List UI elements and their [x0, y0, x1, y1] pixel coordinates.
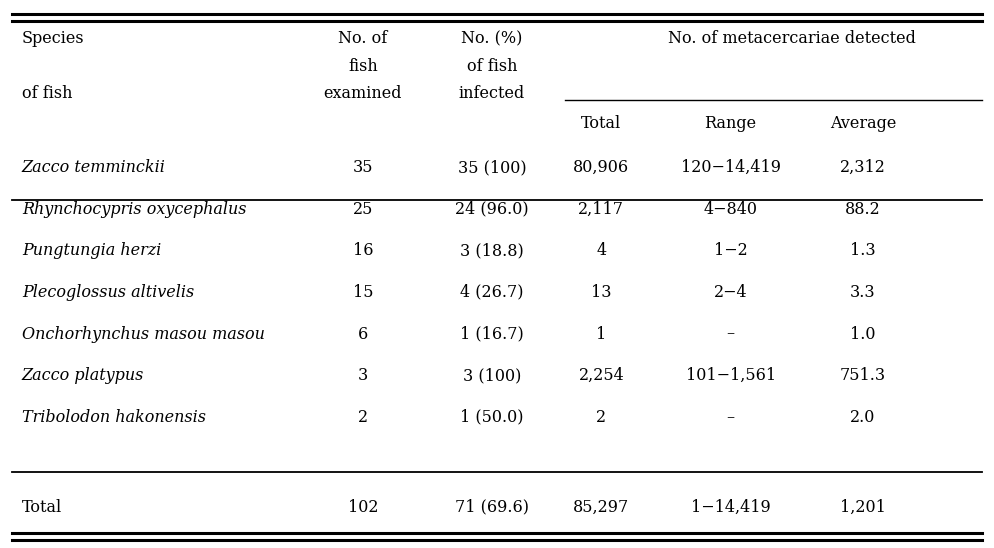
Text: 1,201: 1,201 [840, 499, 886, 516]
Text: 1.0: 1.0 [850, 326, 876, 342]
Text: Plecoglossus altivelis: Plecoglossus altivelis [22, 284, 194, 301]
Text: Onchorhynchus masou masou: Onchorhynchus masou masou [22, 326, 264, 342]
Text: Tribolodon hakonensis: Tribolodon hakonensis [22, 409, 206, 426]
Text: –: – [727, 409, 735, 426]
Text: Range: Range [705, 115, 756, 132]
Text: 3 (100): 3 (100) [463, 367, 521, 384]
Text: 35 (100): 35 (100) [457, 159, 527, 176]
Text: 6: 6 [358, 326, 368, 342]
Text: fish: fish [348, 58, 378, 75]
Text: 35: 35 [353, 159, 373, 176]
Text: 13: 13 [591, 284, 611, 301]
Text: 3: 3 [358, 367, 368, 384]
Text: 2,312: 2,312 [840, 159, 886, 176]
Text: of fish: of fish [467, 58, 517, 75]
Text: 2−4: 2−4 [714, 284, 747, 301]
Text: 2: 2 [596, 409, 606, 426]
Text: 3 (18.8): 3 (18.8) [460, 242, 524, 259]
Text: 4 (26.7): 4 (26.7) [460, 284, 524, 301]
Text: Average: Average [830, 115, 896, 132]
Text: 102: 102 [348, 499, 378, 516]
Text: 4: 4 [596, 242, 606, 259]
Text: 85,297: 85,297 [574, 499, 629, 516]
Text: Total: Total [22, 499, 62, 516]
Text: –: – [727, 326, 735, 342]
Text: infected: infected [459, 85, 525, 102]
Text: 1−2: 1−2 [714, 242, 747, 259]
Text: 2,117: 2,117 [579, 201, 624, 218]
Text: 4−840: 4−840 [704, 201, 757, 218]
Text: 80,906: 80,906 [574, 159, 629, 176]
Text: of fish: of fish [22, 85, 73, 102]
Text: Rhynchocypris oxycephalus: Rhynchocypris oxycephalus [22, 201, 247, 218]
Text: 24 (96.0): 24 (96.0) [455, 201, 529, 218]
Text: No. of metacercariae detected: No. of metacercariae detected [668, 30, 915, 47]
Text: Zacco temminckii: Zacco temminckii [22, 159, 166, 176]
Text: 2.0: 2.0 [850, 409, 876, 426]
Text: 16: 16 [353, 242, 373, 259]
Text: 1−14,419: 1−14,419 [691, 499, 770, 516]
Text: 1 (16.7): 1 (16.7) [460, 326, 524, 342]
Text: 751.3: 751.3 [840, 367, 886, 384]
Text: 1.3: 1.3 [850, 242, 876, 259]
Text: 88.2: 88.2 [845, 201, 881, 218]
Text: No. (%): No. (%) [461, 30, 523, 47]
Text: 15: 15 [353, 284, 373, 301]
Text: Zacco platypus: Zacco platypus [22, 367, 144, 384]
Text: 2: 2 [358, 409, 368, 426]
Text: 120−14,419: 120−14,419 [681, 159, 780, 176]
Text: Pungtungia herzi: Pungtungia herzi [22, 242, 161, 259]
Text: 1: 1 [596, 326, 606, 342]
Text: 3.3: 3.3 [850, 284, 876, 301]
Text: examined: examined [324, 85, 402, 102]
Text: 2,254: 2,254 [579, 367, 624, 384]
Text: 1 (50.0): 1 (50.0) [460, 409, 524, 426]
Text: Total: Total [581, 115, 621, 132]
Text: 101−1,561: 101−1,561 [686, 367, 775, 384]
Text: 25: 25 [353, 201, 373, 218]
Text: Species: Species [22, 30, 84, 47]
Text: 71 (69.6): 71 (69.6) [455, 499, 529, 516]
Text: No. of: No. of [338, 30, 388, 47]
